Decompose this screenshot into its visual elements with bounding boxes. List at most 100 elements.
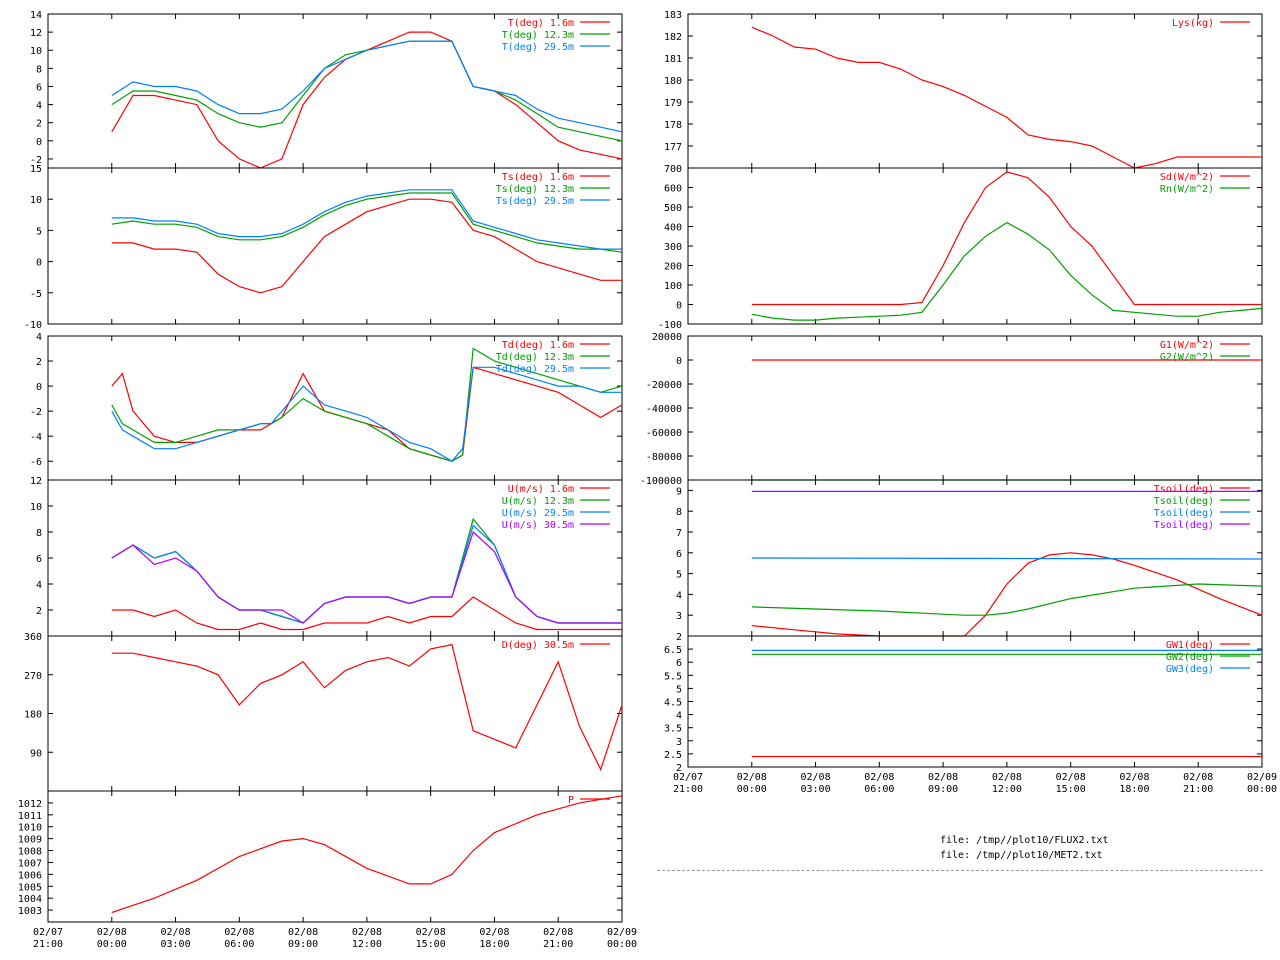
y-tick-label: -2 bbox=[30, 407, 42, 418]
y-tick-label: 20000 bbox=[652, 332, 682, 343]
legend-label: U(m/s) 29.5m bbox=[502, 508, 574, 519]
series-line-0 bbox=[111, 795, 623, 914]
x-tick-label: 00:00 bbox=[607, 939, 637, 950]
y-tick-label: 177 bbox=[664, 142, 682, 153]
y-tick-label: 4 bbox=[36, 332, 42, 343]
legend-label: U(m/s) 30.5m bbox=[502, 520, 574, 531]
panel-4: 90 180 270 360 D(deg) 30.5m bbox=[24, 632, 623, 792]
legend-label: Lys(kg) bbox=[1172, 18, 1214, 29]
series-line-2 bbox=[111, 366, 622, 462]
y-tick-label: 4.5 bbox=[664, 698, 682, 709]
legend-label: Ts(deg) 12.3m bbox=[496, 184, 574, 195]
y-tick-label: 0 bbox=[36, 137, 42, 148]
y-tick-label: 6.5 bbox=[664, 645, 682, 656]
x-tick-label: 02/08 bbox=[97, 927, 127, 938]
y-tick-label: 1012 bbox=[18, 799, 42, 810]
legend-label: Td(deg) 12.3m bbox=[496, 352, 574, 363]
x-tick-label: 02/09 bbox=[607, 927, 637, 938]
y-tick-label: -40000 bbox=[646, 404, 682, 415]
y-tick-label: 6 bbox=[36, 554, 42, 565]
y-tick-label: 14 bbox=[30, 10, 42, 21]
y-tick-label: 4 bbox=[36, 101, 42, 112]
y-tick-label: -100000 bbox=[640, 476, 682, 487]
legend-label: GW2(deg) bbox=[1166, 652, 1214, 663]
y-tick-label: 2 bbox=[36, 119, 42, 130]
x-tick-label: 02/08 bbox=[288, 927, 318, 938]
series-line-0 bbox=[111, 366, 623, 462]
y-tick-label: 100 bbox=[664, 281, 682, 292]
y-tick-label: 400 bbox=[664, 223, 682, 234]
y-tick-label: 4 bbox=[36, 580, 42, 591]
y-tick-label: 8 bbox=[676, 507, 682, 518]
y-tick-label: -2 bbox=[30, 155, 42, 166]
panel-7: -100 0 100 200 300 400 500 600 700 Sd(W/m^2)Rn(W/… bbox=[658, 164, 1263, 331]
x-tick-label: 00:00 bbox=[1247, 784, 1277, 795]
x-tick-label: 00:00 bbox=[97, 939, 127, 950]
series-line-1 bbox=[751, 583, 1263, 616]
y-tick-label: 6 bbox=[676, 658, 682, 669]
y-tick-label: -5 bbox=[30, 289, 42, 300]
y-tick-label: 8 bbox=[36, 528, 42, 539]
x-tick-label: 02/08 bbox=[1056, 772, 1086, 783]
x-tick-label: 02/07 bbox=[673, 772, 703, 783]
y-tick-label: 4 bbox=[676, 590, 682, 601]
x-tick-label: 03:00 bbox=[161, 939, 191, 950]
x-tick-label: 02/08 bbox=[992, 772, 1022, 783]
y-tick-label: 3 bbox=[676, 737, 682, 748]
y-tick-label: 0 bbox=[36, 382, 42, 393]
y-tick-label: 1011 bbox=[18, 811, 42, 822]
legend-label: Ts(deg) 1.6m bbox=[502, 172, 574, 183]
y-tick-label: -4 bbox=[30, 432, 42, 443]
panel-frame bbox=[47, 167, 623, 325]
y-tick-label: 178 bbox=[664, 120, 682, 131]
series-line-2 bbox=[751, 557, 1263, 560]
legend-label: Ts(deg) 29.5m bbox=[496, 196, 574, 207]
x-tick-label: 21:00 bbox=[673, 784, 703, 795]
legend-label: G2(W/m^2) bbox=[1160, 352, 1214, 363]
series-line-3 bbox=[111, 530, 622, 624]
y-tick-label: 12 bbox=[30, 476, 42, 487]
y-tick-label: 183 bbox=[664, 10, 682, 21]
y-tick-label: -100 bbox=[658, 320, 682, 331]
x-tick-label: 02/08 bbox=[801, 772, 831, 783]
legend-label: U(m/s) 12.3m bbox=[502, 496, 574, 507]
y-tick-label: 2 bbox=[676, 763, 682, 774]
legend-label: T(deg) 12.3m bbox=[502, 30, 574, 41]
y-tick-label: 6 bbox=[36, 82, 42, 93]
panel-8: -100000 -80000 -60000 -40000 -20000 0 20000 G1(… bbox=[640, 332, 1263, 487]
legend-label: Tsoil(deg) bbox=[1154, 484, 1214, 495]
y-tick-label: 1006 bbox=[18, 870, 42, 881]
legend-label: Td(deg) 1.6m bbox=[502, 340, 574, 351]
series-line-1 bbox=[111, 517, 622, 624]
legend-label: Rn(W/m^2) bbox=[1160, 184, 1214, 195]
x-tick-label: 03:00 bbox=[801, 784, 831, 795]
x-tick-label: 18:00 bbox=[479, 939, 509, 950]
y-tick-label: 1007 bbox=[18, 858, 42, 869]
y-tick-label: 1008 bbox=[18, 847, 42, 858]
x-tick-label: 02/09 bbox=[1247, 772, 1277, 783]
y-tick-label: 179 bbox=[664, 98, 682, 109]
x-tick-label: 02/08 bbox=[737, 772, 767, 783]
x-tick-label: 12:00 bbox=[992, 784, 1022, 795]
y-tick-label: 4 bbox=[676, 711, 682, 722]
y-tick-label: 600 bbox=[664, 184, 682, 195]
legend-label: Tsoil(deg) bbox=[1154, 508, 1214, 519]
y-tick-label: 1010 bbox=[18, 823, 42, 834]
legend-label: D(deg) 30.5m bbox=[502, 640, 574, 651]
x-tick-label: 02/07 bbox=[33, 927, 63, 938]
x-tick-label: 02/08 bbox=[1183, 772, 1213, 783]
series-line-2 bbox=[111, 524, 622, 624]
x-tick-label: 15:00 bbox=[416, 939, 446, 950]
y-tick-label: 5 bbox=[676, 570, 682, 581]
y-tick-label: -10 bbox=[24, 320, 42, 331]
y-tick-label: 500 bbox=[664, 203, 682, 214]
legend-label: P bbox=[568, 795, 574, 806]
series-line-0 bbox=[751, 552, 1263, 637]
y-tick-label: -60000 bbox=[646, 428, 682, 439]
panel-3: 2 4 6 8 10 12 U(m/s) 1.6mU(m/s) 12.3mU(m/s) 29… bbox=[30, 476, 623, 637]
y-tick-label: 180 bbox=[664, 76, 682, 87]
series-line-1 bbox=[111, 347, 623, 462]
